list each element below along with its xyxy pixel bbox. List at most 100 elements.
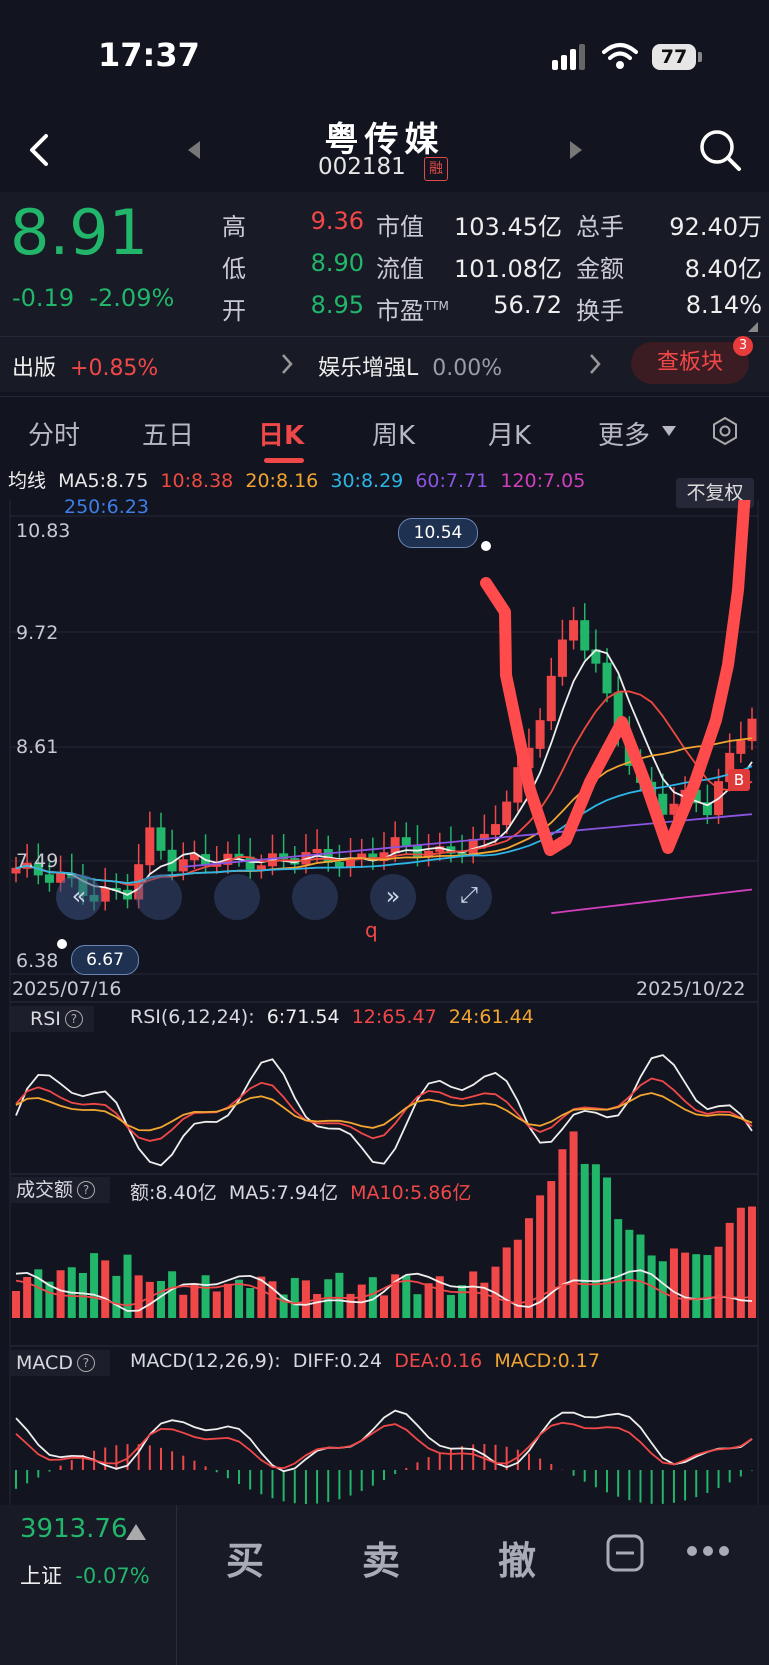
amount-tab[interactable]: 成交额? <box>10 1177 110 1203</box>
y-tick-1: 10.83 <box>16 520 71 542</box>
amount-bar <box>357 1284 366 1318</box>
amount-bar <box>112 1275 121 1318</box>
more-icon[interactable] <box>686 1544 730 1558</box>
next-stock-icon[interactable] <box>568 139 584 161</box>
amount-bar <box>268 1281 277 1318</box>
sector-2[interactable]: 娱乐增强L 0.00% <box>318 350 502 382</box>
sector-1[interactable]: 出版 +0.85% <box>12 350 158 382</box>
bottom-toolbar <box>0 1505 769 1665</box>
amount-bar <box>34 1269 43 1318</box>
scroll-left-button[interactable]: « <box>56 874 102 920</box>
tab-more[interactable]: 更多 <box>598 421 651 451</box>
candle-body <box>569 620 579 641</box>
kline-chart-area[interactable] <box>0 500 769 1505</box>
tab-monthly-k[interactable]: 月K <box>488 421 532 451</box>
label-pe-text: 市盈 <box>376 297 424 325</box>
amount-bar <box>290 1277 299 1318</box>
chevron-right-icon <box>282 354 293 374</box>
sell-button[interactable]: 卖 <box>362 1539 401 1583</box>
status-time: 17:37 <box>98 36 200 74</box>
macd-tab[interactable]: MACD? <box>10 1350 110 1376</box>
low-price-marker: 6.67 <box>71 945 139 975</box>
label-turnover: 换手 <box>576 297 624 325</box>
candle-body <box>44 874 54 883</box>
q-annotation: q <box>365 918 378 942</box>
index-info[interactable]: 上证 -0.07% <box>20 1560 150 1590</box>
candle-body <box>390 837 400 854</box>
value-volume: 92.40万 <box>669 213 762 241</box>
index-change: -0.07% <box>75 1564 150 1588</box>
macd-values: MACD(12,26,9): DIFF:0.24 DEA:0.16 MACD:0… <box>130 1350 600 1372</box>
amount-bar <box>190 1283 199 1318</box>
amount-bar <box>424 1283 433 1318</box>
amount-ma10-line <box>15 1278 753 1307</box>
amount-bar <box>692 1254 701 1318</box>
y-tick-2: 9.72 <box>16 622 59 644</box>
value-low: 8.90 <box>310 249 364 277</box>
rsi24-line <box>15 1092 753 1132</box>
fullscreen-button[interactable]: ⤢ <box>446 874 492 920</box>
stock-name: 粤传媒 <box>324 120 445 160</box>
amount-bar <box>301 1280 310 1318</box>
view-sectors-button[interactable]: 查板块 <box>631 342 749 384</box>
value-high: 9.36 <box>310 207 364 235</box>
buy-button[interactable]: 买 <box>226 1539 265 1583</box>
candle-body <box>189 854 199 861</box>
tab-intraday[interactable]: 分时 <box>28 421 81 451</box>
order-list-icon[interactable] <box>606 1534 644 1572</box>
back-icon[interactable] <box>26 132 52 168</box>
amount-bar <box>524 1218 533 1318</box>
value-open: 8.95 <box>310 291 364 319</box>
zoom-out-button[interactable] <box>136 874 182 920</box>
settings-icon[interactable] <box>710 416 740 446</box>
rsi-params: RSI(6,12,24): <box>130 1006 255 1028</box>
zoom-in-button[interactable] <box>214 874 260 920</box>
candle-body <box>513 767 523 803</box>
amount-bar <box>101 1260 110 1318</box>
amount-bar <box>469 1271 478 1318</box>
candle-body <box>279 853 289 860</box>
amount-values: 额:8.40亿 MA5:7.94亿 MA10:5.86亿 <box>130 1178 471 1205</box>
rsi-6: 6:71.54 <box>266 1006 340 1028</box>
ma30-value: 30:8.29 <box>330 470 404 492</box>
tab-daily-k[interactable]: 日K <box>258 421 305 451</box>
amount-bar <box>123 1254 132 1318</box>
amount-bar <box>636 1234 645 1318</box>
tab-weekly-k[interactable]: 周K <box>372 421 416 451</box>
tab-five-day[interactable]: 五日 <box>142 421 195 451</box>
candle-body <box>323 848 333 863</box>
cancel-order-button[interactable]: 撤 <box>498 1539 537 1583</box>
index-name: 上证 <box>20 1564 62 1588</box>
help-icon[interactable]: ? <box>64 1010 83 1028</box>
amount-bar <box>614 1219 623 1318</box>
label-pe-sup: TTM <box>424 299 449 313</box>
candle-body <box>557 639 567 677</box>
scroll-right-button[interactable] <box>292 874 338 920</box>
label-high: 高 <box>222 213 246 241</box>
low-point-dot <box>57 939 67 949</box>
rsi-24: 24:61.44 <box>448 1006 534 1028</box>
amount-bar <box>413 1294 422 1318</box>
index-value[interactable]: 3913.76 <box>20 1514 128 1544</box>
amount-bar <box>391 1274 400 1318</box>
candle-body <box>468 838 478 855</box>
scroll-end-button[interactable]: » <box>370 874 416 920</box>
amount-bar <box>536 1195 545 1318</box>
rsi-12: 12:65.47 <box>351 1006 437 1028</box>
amount-bar <box>446 1294 455 1318</box>
margin-badge: 融 <box>424 157 448 181</box>
rsi-tab[interactable]: RSI? <box>10 1006 94 1032</box>
caret-down-icon <box>662 426 676 436</box>
candle-body <box>546 675 556 722</box>
value-amount: 8.40亿 <box>684 255 762 283</box>
divider <box>0 336 769 337</box>
prev-stock-icon[interactable] <box>186 139 202 161</box>
amount-name: 成交额 <box>16 1179 74 1201</box>
value-turnover: 8.14% <box>685 291 762 319</box>
help-icon[interactable]: ? <box>76 1354 95 1372</box>
search-icon[interactable] <box>698 128 742 172</box>
amount-bar <box>90 1253 99 1318</box>
last-price: 8.91 <box>10 196 149 269</box>
macd-name: MACD <box>16 1352 73 1374</box>
help-icon[interactable]: ? <box>77 1181 96 1199</box>
